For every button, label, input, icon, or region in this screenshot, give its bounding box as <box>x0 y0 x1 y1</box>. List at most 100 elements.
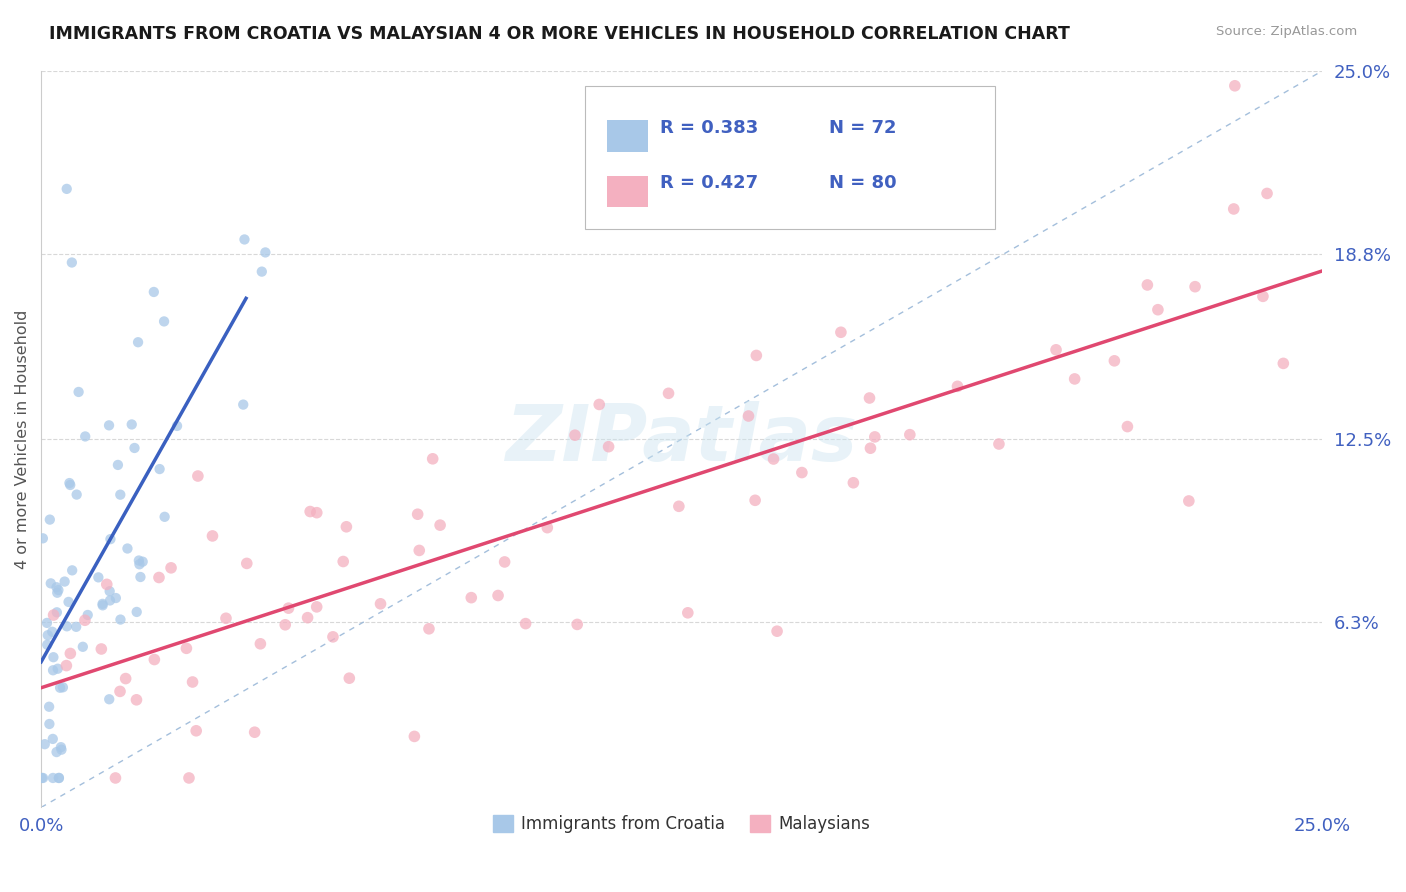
Point <box>87 570 110 584</box>
Point <box>332 554 354 568</box>
Point <box>114 672 136 686</box>
Point <box>59 647 82 661</box>
Point <box>1104 354 1126 368</box>
Point <box>987 437 1010 451</box>
Point <box>104 771 127 785</box>
Point <box>186 723 208 738</box>
Point <box>1136 277 1159 292</box>
Point <box>46 662 69 676</box>
Point <box>1223 78 1246 93</box>
Point <box>48 771 70 785</box>
Point <box>48 771 70 785</box>
Point <box>745 348 768 362</box>
Point <box>110 613 132 627</box>
Point <box>149 462 172 476</box>
Point <box>790 466 813 480</box>
Point <box>142 285 165 299</box>
Point <box>58 476 80 491</box>
Point <box>42 650 65 665</box>
Point <box>100 532 122 546</box>
Point <box>849 217 872 231</box>
Point <box>76 607 98 622</box>
Point <box>65 620 87 634</box>
Point <box>233 232 256 246</box>
Point <box>49 740 72 755</box>
Point <box>38 699 60 714</box>
FancyBboxPatch shape <box>585 86 995 229</box>
Point <box>737 409 759 423</box>
Point <box>418 622 440 636</box>
Point <box>73 613 96 627</box>
Point <box>668 500 690 514</box>
Point <box>60 563 83 577</box>
Point <box>567 617 589 632</box>
FancyBboxPatch shape <box>607 120 648 152</box>
Point <box>305 599 328 614</box>
Point <box>128 558 150 572</box>
Point <box>51 742 73 756</box>
Point <box>31 771 53 785</box>
Point <box>859 441 882 455</box>
Point <box>236 557 259 571</box>
Point <box>90 642 112 657</box>
Point <box>176 641 198 656</box>
Point <box>404 730 426 744</box>
Point <box>75 429 97 443</box>
Point <box>66 487 89 501</box>
Point <box>277 601 299 615</box>
Point <box>31 531 53 545</box>
Point <box>250 265 273 279</box>
Point <box>254 245 277 260</box>
Point <box>143 652 166 666</box>
Point <box>148 570 170 584</box>
Point <box>98 593 121 607</box>
Point <box>657 386 679 401</box>
Point <box>37 638 59 652</box>
Point <box>274 617 297 632</box>
Point <box>564 428 586 442</box>
FancyBboxPatch shape <box>607 176 648 207</box>
Point <box>181 675 204 690</box>
Point <box>166 418 188 433</box>
Point <box>117 541 139 556</box>
Point <box>1063 372 1085 386</box>
Point <box>59 478 82 492</box>
Point <box>46 585 69 599</box>
Point <box>201 529 224 543</box>
Point <box>830 326 852 340</box>
Point <box>299 504 322 518</box>
Point <box>121 417 143 432</box>
Point <box>1147 302 1170 317</box>
Point <box>131 555 153 569</box>
Point <box>1178 494 1201 508</box>
Point <box>335 520 357 534</box>
Point <box>104 591 127 605</box>
Point <box>177 771 200 785</box>
Point <box>1272 356 1295 370</box>
Point <box>125 605 148 619</box>
Point <box>42 771 65 785</box>
Point <box>370 597 392 611</box>
Point <box>766 624 789 639</box>
Point <box>55 182 77 196</box>
Point <box>460 591 482 605</box>
Point <box>232 398 254 412</box>
Point <box>35 615 58 630</box>
Point <box>108 684 131 698</box>
Point <box>494 555 516 569</box>
Point <box>42 608 65 623</box>
Point <box>41 624 63 639</box>
Point <box>1256 186 1278 201</box>
Point <box>408 543 430 558</box>
Point <box>153 509 176 524</box>
Point <box>598 440 620 454</box>
Point <box>153 314 176 328</box>
Point <box>676 606 699 620</box>
Point <box>53 574 76 589</box>
Point <box>110 488 132 502</box>
Legend: Immigrants from Croatia, Malaysians: Immigrants from Croatia, Malaysians <box>486 808 877 839</box>
Point <box>762 452 785 467</box>
Point <box>842 475 865 490</box>
Point <box>588 397 610 411</box>
Point <box>45 745 67 759</box>
